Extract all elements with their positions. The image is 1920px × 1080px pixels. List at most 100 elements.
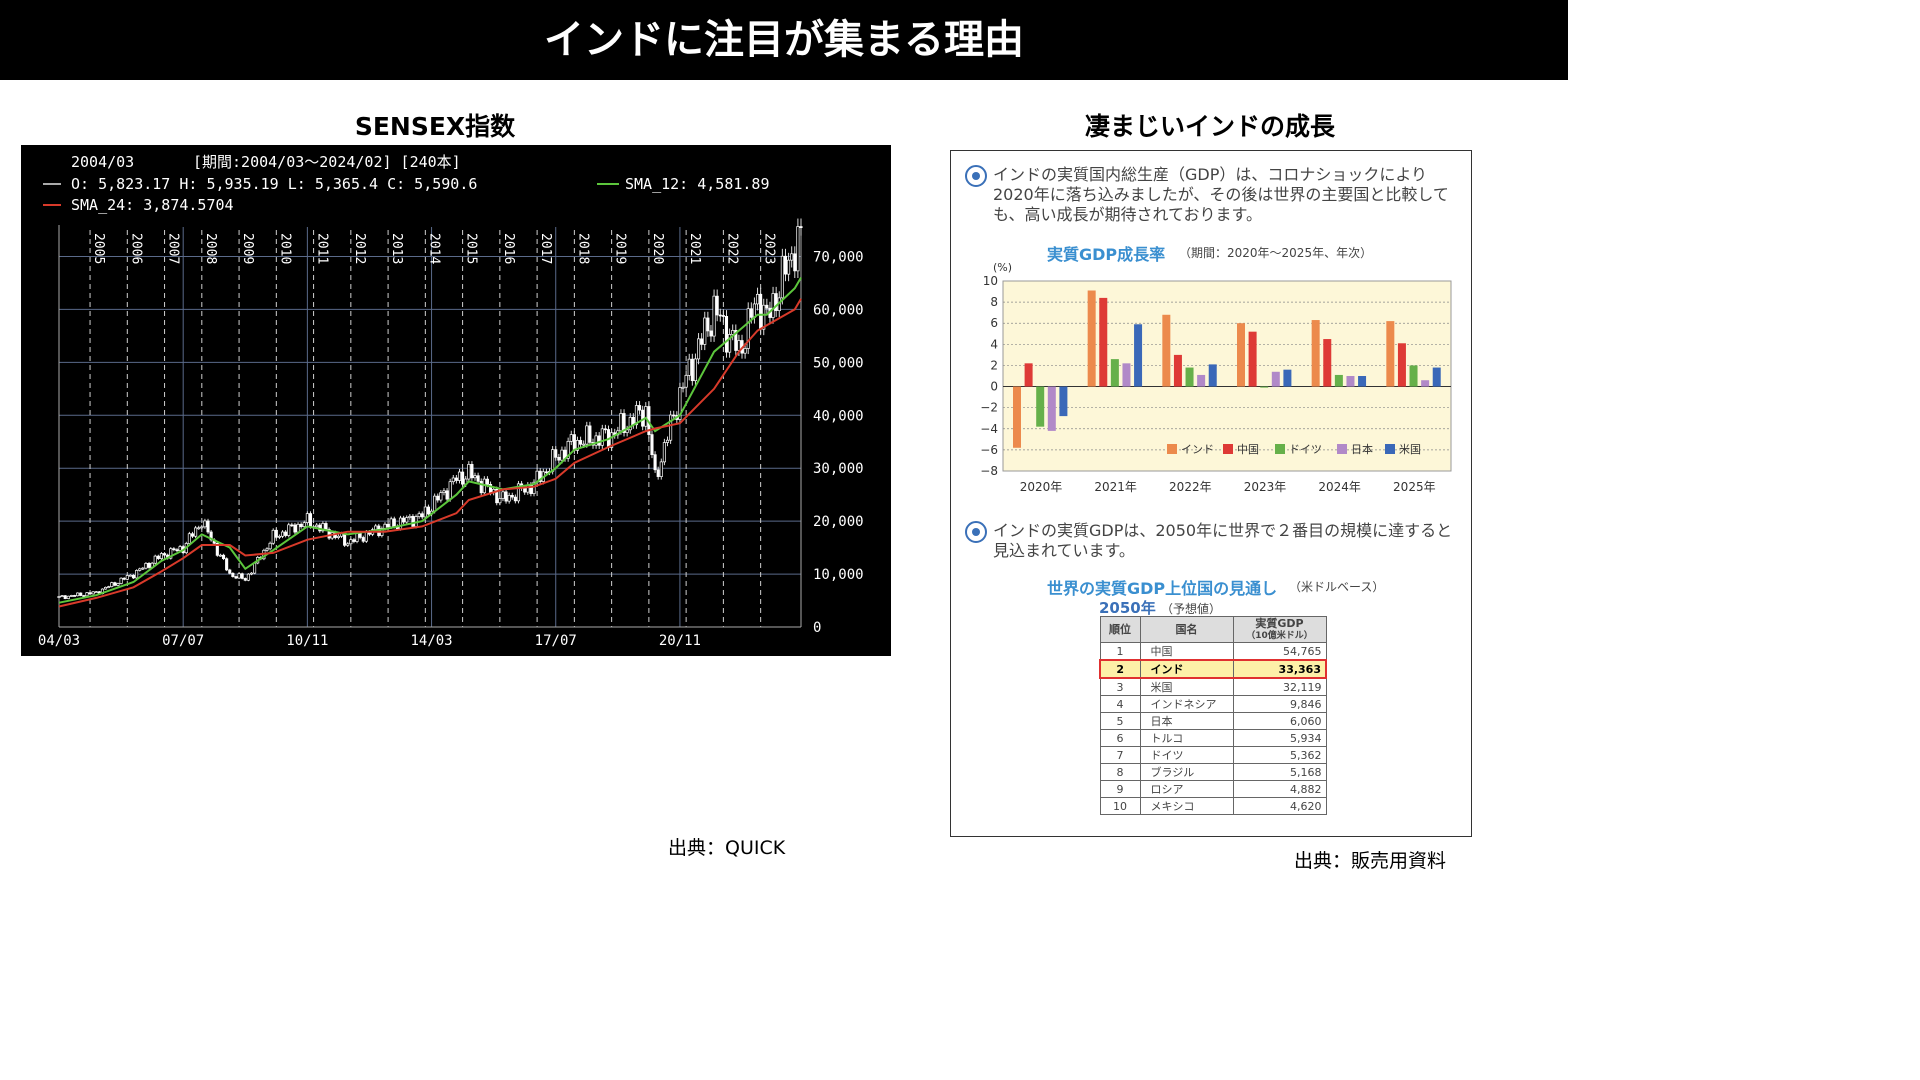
sma12-legend-label: SMA_12: 4,581.89 [625, 175, 770, 193]
candle-body [731, 330, 735, 335]
candle-body [228, 569, 232, 574]
candle-body [551, 449, 555, 472]
bar [1134, 324, 1143, 387]
table-row: 2 インド 33,363 [1099, 659, 1327, 679]
candle-body [681, 386, 685, 389]
x-tick-label: 14/03 [410, 633, 452, 649]
candle-body [774, 293, 778, 311]
header-bar [0, 0, 1568, 80]
rank-cell: 6 [1099, 729, 1141, 747]
country-cell: ブラジル [1139, 763, 1234, 781]
candle-body [246, 573, 250, 581]
gdp-cell: 4,882 [1232, 780, 1327, 798]
candle-body [700, 338, 704, 345]
candle-body [426, 506, 430, 515]
candle-body [628, 416, 632, 431]
candle-body [544, 471, 548, 474]
candle-body [178, 546, 182, 551]
candle-body [107, 586, 111, 588]
candle-body [85, 592, 89, 597]
bar [1334, 374, 1343, 387]
legend-label: 中国 [1237, 443, 1259, 456]
bar [1260, 386, 1269, 388]
candle-body [436, 495, 440, 501]
x-tick-label: 2025年 [1393, 480, 1436, 494]
candle-body [538, 470, 542, 482]
bar [1197, 374, 1206, 387]
table-row: 9 ロシア 4,882 [1099, 780, 1327, 798]
year-label: 2010 [277, 233, 292, 264]
table-row: 7 ドイツ 5,362 [1099, 746, 1327, 764]
y-tick-label: 4 [990, 337, 998, 351]
bar [1110, 359, 1119, 387]
candle-body [728, 334, 732, 353]
y-tick-label: −8 [980, 464, 998, 478]
gdp-cell: 32,119 [1232, 677, 1327, 696]
x-tick-label: 10/11 [286, 633, 328, 649]
sma24-legend-label: SMA_24: 3,874.5704 [71, 196, 234, 214]
candle-body [619, 413, 623, 432]
country-cell: ロシア [1139, 780, 1234, 798]
bar [1185, 367, 1194, 387]
candle-body [734, 330, 738, 351]
sensex-chart: 2004/03 [期間:2004/03～2024/02] [240本] O: 5,8… [21, 145, 891, 656]
bar [1047, 386, 1056, 431]
x-tick-label: 20/11 [659, 633, 701, 649]
candle-body [759, 293, 763, 330]
y-tick-label: 8 [990, 295, 998, 309]
gdp-chart-period: （期間：2020年～2025年、年次） [1179, 246, 1373, 260]
rank-cell: 7 [1099, 746, 1141, 764]
year-label: 2022 [724, 233, 739, 264]
candle-body [308, 513, 313, 527]
bar [1087, 290, 1096, 387]
candle-body [119, 577, 123, 584]
candle-body [470, 464, 474, 479]
candle-body [560, 449, 564, 461]
candle-body [498, 498, 502, 504]
candle-body [625, 429, 629, 433]
table-row: 3 米国 32,119 [1099, 677, 1327, 696]
x-tick-label: 2023年 [1244, 480, 1287, 494]
candle-body [672, 414, 676, 417]
y-tick-label: 0 [813, 620, 821, 636]
candle-body [175, 549, 179, 552]
candle-body [159, 553, 164, 559]
candle-body [135, 570, 139, 579]
candle-body [249, 572, 254, 575]
candle-body [451, 477, 455, 483]
candle-body [507, 494, 511, 502]
legend-swatch [1275, 444, 1285, 454]
candle-body [554, 449, 558, 458]
ranking-title: 世界の実質GDP上位国の見通し [1047, 579, 1278, 598]
x-tick-label: 07/07 [162, 633, 204, 649]
ranking-unit: （米ドルベース） [1289, 580, 1385, 594]
candle-body [82, 595, 86, 597]
candle-body [746, 308, 750, 349]
candle-body [221, 554, 226, 560]
candle-body [321, 523, 325, 532]
bar [1386, 321, 1395, 387]
candle-body [63, 595, 67, 599]
gdp-chart-title: 実質GDP成長率 [1047, 245, 1166, 264]
candle-body [72, 595, 77, 597]
candle-body [411, 515, 415, 527]
candle-body [110, 582, 114, 587]
x-tick-label: 2022年 [1169, 480, 1212, 494]
candle-body [696, 338, 701, 360]
country-cell: インド [1139, 659, 1234, 679]
sma24-line [58, 298, 802, 608]
candle-body [703, 317, 707, 345]
rank-cell: 8 [1099, 763, 1141, 781]
year-label: 2011 [315, 233, 330, 264]
candle-body [755, 293, 760, 305]
ranking-year-note: （予想値） [1161, 602, 1222, 616]
candle-body [405, 517, 409, 523]
y-tick-label: −4 [980, 422, 998, 436]
candle-body [336, 535, 340, 538]
year-label: 2005 [91, 233, 106, 264]
year-label: 2018 [575, 233, 590, 264]
candle-body [690, 358, 694, 382]
bar [1208, 364, 1217, 387]
y-tick-label: 50,000 [813, 355, 864, 371]
gdp-cell: 9,846 [1232, 695, 1327, 713]
